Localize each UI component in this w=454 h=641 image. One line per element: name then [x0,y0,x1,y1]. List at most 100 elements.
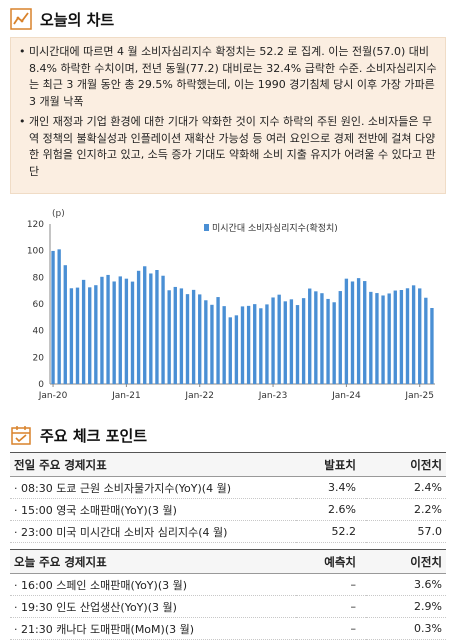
chart-bar [393,290,397,384]
column-header: 발표치 [296,452,366,477]
chart-bar [277,294,281,384]
chart-bar [136,270,141,384]
chart-bar [143,266,147,384]
summary-bullet: • 개인 재정과 기업 환경에 대한 기대가 약화한 것이 지수 하락의 주된 원… [19,115,436,178]
y-tick-label: 80 [33,273,45,283]
chart-bar [75,287,80,384]
chart-bar [253,304,257,384]
chart-bar [314,291,318,384]
legend-swatch [204,224,209,231]
chart-bar [265,304,269,384]
chart-bar [228,317,232,384]
chart-bar [430,308,434,384]
chart-bar [405,288,410,384]
chart-bar [283,301,287,384]
y-unit-label: (p) [52,209,65,219]
chart-bar [363,281,367,384]
table-row: · 21:30 캐나다 도매판매(MoM)(3 월) – 0.3% [10,617,446,640]
chart-bar [161,275,165,384]
calendar-check-icon [11,426,31,445]
chart-bar [173,286,177,384]
y-tick-label: 100 [27,247,44,257]
chart-bar [271,297,275,384]
chart-bar [118,276,122,384]
chart-bar [344,278,349,384]
x-tick-label: Jan-24 [331,391,361,401]
table-header-row: 전일 주요 경제지표 발표치 이전치 [10,452,446,477]
section-title: 주요 체크 포인트 [40,426,148,445]
column-header: 이전치 [366,549,446,574]
y-tick-label: 40 [33,327,45,337]
chart-bar [198,294,202,384]
consumer-sentiment-chart: (p) 0 20 40 60 80 100 120 Jan-20 Jan-21 Jan-22 Jan-… [27,209,435,401]
y-tick-label: 0 [38,380,44,390]
x-tick-label: Jan-25 [404,391,434,401]
chart-bar [167,290,171,384]
chart-bar [69,288,74,384]
chart-bar [234,315,239,384]
summary-bullet: • 미시간대에 따르면 4 월 소비자심리지수 확정치는 52.2 로 집계. 이… [19,45,437,108]
legend-label: 미시간대 소비자심리지수(확정치) [212,222,338,234]
chart-bar [63,265,67,384]
chart-bar [185,294,190,384]
x-tick-label: Jan-23 [258,391,288,401]
y-tick-label: 20 [33,353,45,363]
chart-bar [387,293,391,384]
chart-bar [106,274,110,384]
chart-bar [240,306,245,384]
chart-bar [191,289,196,384]
chart-bar [411,285,416,384]
page-title: 오늘의 차트 [40,10,115,29]
chart-bar [81,279,86,384]
chart-bar [94,285,98,384]
column-header: 오늘 주요 경제지표 [10,549,296,574]
table-row: · 19:30 인도 산업생산(YoY)(3 월) – 2.9% [10,595,446,618]
x-tick-label: Jan-22 [184,391,214,401]
chart-bar [149,273,153,384]
today-table: 오늘 주요 경제지표 예측치 이전치 · 16:00 스페인 소매판매(YoY)… [10,549,446,640]
chart-bar [51,250,55,384]
chart-bar [350,281,355,384]
x-tick-label: Jan-20 [38,391,68,401]
chart-bar [210,304,214,384]
chart-bar [259,308,263,384]
chart-bar [216,297,220,384]
line-chart-icon [10,8,32,30]
y-tick-label: 120 [27,220,44,230]
chart-bar [381,295,385,384]
chart-bar [112,281,116,384]
chart-bar [375,293,379,384]
chart-bar [130,281,135,384]
chart-bar [204,300,208,384]
chart-bar [289,299,294,384]
chart-bar [246,305,251,384]
chart-bar [424,297,428,384]
chart-bar [179,288,184,384]
chart-bar [326,298,330,384]
chart-bar [308,288,312,384]
column-header: 이전치 [366,452,446,477]
chart-bar [320,293,324,384]
chart-bar [88,287,92,384]
chart-section-header: 오늘의 차트 [10,8,114,30]
summary-box: • 미시간대에 따르면 4 월 소비자심리지수 확정치는 52.2 로 집계. 이… [10,37,446,194]
indicator-tables: 전일 주요 경제지표 발표치 이전치 · 08:30 도쿄 근원 소비자물가지수… [10,452,446,640]
table-row: · 15:00 영국 소매판매(YoY)(3 월) 2.6% 2.2% [10,498,446,521]
chart-bar [399,290,404,384]
chart-bar [338,291,342,384]
chart-bar [356,278,361,384]
previous-day-table: 전일 주요 경제지표 발표치 이전치 · 08:30 도쿄 근원 소비자물가지수… [10,452,446,543]
column-header: 예측치 [296,549,366,574]
table-row: · 08:30 도쿄 근원 소비자물가지수(YoY)(4 월) 3.4% 2.4… [10,476,446,499]
table-header-row: 오늘 주요 경제지표 예측치 이전치 [10,549,446,574]
column-header: 전일 주요 경제지표 [10,452,296,477]
chart-bar [418,288,422,384]
chart-bar [369,291,373,384]
chart-bar [155,270,159,384]
chart-bar [222,306,226,384]
chart-bar [301,298,306,384]
table-row: · 23:00 미국 미시간대 소비자 심리지수(4 월) 52.2 57.0 [10,520,446,543]
chart-bar [124,278,129,384]
table-row: · 16:00 스페인 소매판매(YoY)(3 월) – 3.6% [10,573,446,596]
chart-bar [295,305,300,384]
